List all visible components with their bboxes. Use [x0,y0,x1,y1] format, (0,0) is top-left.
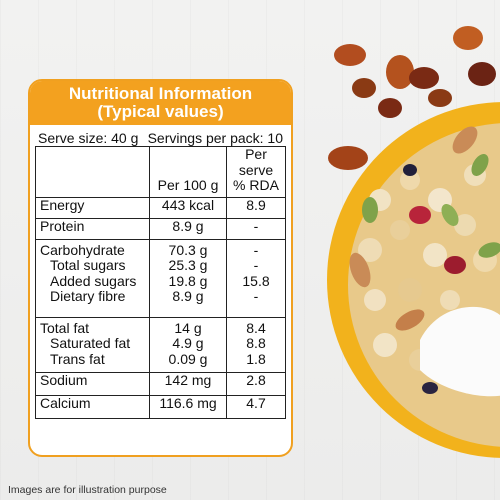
yogurt [420,307,500,397]
nutrient-sublabel: Trans fat [50,350,105,367]
per-100g-value: 14 g [174,319,202,336]
per-100g-value: 443 kcal [149,196,227,219]
serve-size: Serve size: 40 g [38,130,139,146]
panel-header: Nutritional Information (Typical values) [30,81,291,125]
nutrient-label: Total fat [40,319,90,336]
table-row: Protein 8.9 g - [35,217,286,240]
raisin-icon [468,62,496,86]
per-100g-value: 116.6 mg [149,394,227,419]
raisin-icon [428,89,452,107]
per-100g-value: 0.09 g [168,350,208,367]
nutrient-sublabel: Dietary fibre [50,288,126,304]
per-100g-value: 19.8 g [168,272,208,289]
nutrition-table: Per 100 g Per serve % RDA Energy 443 kca… [35,146,286,419]
per-100g-value-group: 70.3 g 25.3 g 19.8 g 8.9 g [149,238,227,318]
raisin-icon [352,78,376,98]
serve-info-row: Serve size: 40 g Servings per pack: 10 [30,125,291,146]
header-rda-line2: % RDA [233,177,279,193]
header-rda-line1: Per serve [238,146,274,178]
rda-value: 8.9 [226,196,286,219]
per-100g-value: 8.9 g [172,288,204,304]
nutrient-label: Energy [35,196,150,219]
raisin-icon [328,146,368,170]
panel-title-line1: Nutritional Information [68,84,253,103]
rda-value: - [253,241,259,258]
panel-title-line2: (Typical values) [97,102,224,121]
rda-value: - [253,288,259,304]
table-row: Carbohydrate Total sugars Added sugars D… [35,238,286,318]
nutrition-panel: Nutritional Information (Typical values)… [28,79,293,457]
rda-value: 4.7 [226,394,286,419]
nutrient-sublabel: Total sugars [50,257,126,273]
nutrient-sublabel: Added sugars [50,272,137,289]
raisin-icon [409,67,439,89]
per-100g-value: 142 mg [149,371,227,396]
raisin-icon [334,44,366,66]
per-100g-value: 4.9 g [172,335,204,351]
rda-value-group: - - 15.8 - [226,238,286,318]
table-row: Calcium 116.6 mg 4.7 [35,394,286,419]
header-blank [35,146,150,198]
raisin-icon [453,26,483,50]
per-100g-value: 70.3 g [168,241,208,258]
nutrient-label: Calcium [35,394,150,419]
per-100g-value: 8.9 g [149,217,227,240]
rda-value: 8.8 [246,335,266,351]
nutrient-label-group: Carbohydrate Total sugars Added sugars D… [35,238,150,318]
header-per-100g: Per 100 g [149,146,227,198]
nutrient-sublabel: Saturated fat [50,335,131,351]
servings-per-pack: Servings per pack: 10 [147,130,283,146]
nutrient-label: Protein [35,217,150,240]
rda-value: 1.8 [246,350,266,367]
muesli-mix [349,126,500,394]
table-row: Total fat Saturated fat Trans fat 14 g 4… [35,316,286,373]
per-100g-value-group: 14 g 4.9 g 0.09 g [149,316,227,373]
rda-value: - [253,257,259,273]
nutrient-label: Carbohydrate [40,241,125,258]
rda-value: 8.4 [246,319,266,336]
rda-value-group: 8.4 8.8 1.8 [226,316,286,373]
table-row: Sodium 142 mg 2.8 [35,371,286,396]
header-per-serve-rda: Per serve % RDA [226,146,286,198]
rda-value: 2.8 [226,371,286,396]
per-100g-value: 25.3 g [168,257,208,273]
rda-value: 15.8 [242,272,270,289]
muesli-bowl-icon [327,26,500,458]
footnote: Images are for illustration purpose [8,484,167,496]
raisin-icon [386,55,414,89]
table-row: Energy 443 kcal 8.9 [35,196,286,219]
nutrient-label-group: Total fat Saturated fat Trans fat [35,316,150,373]
raisin-icon [378,98,402,118]
rda-value: - [226,217,286,240]
nutrient-label: Sodium [35,371,150,396]
